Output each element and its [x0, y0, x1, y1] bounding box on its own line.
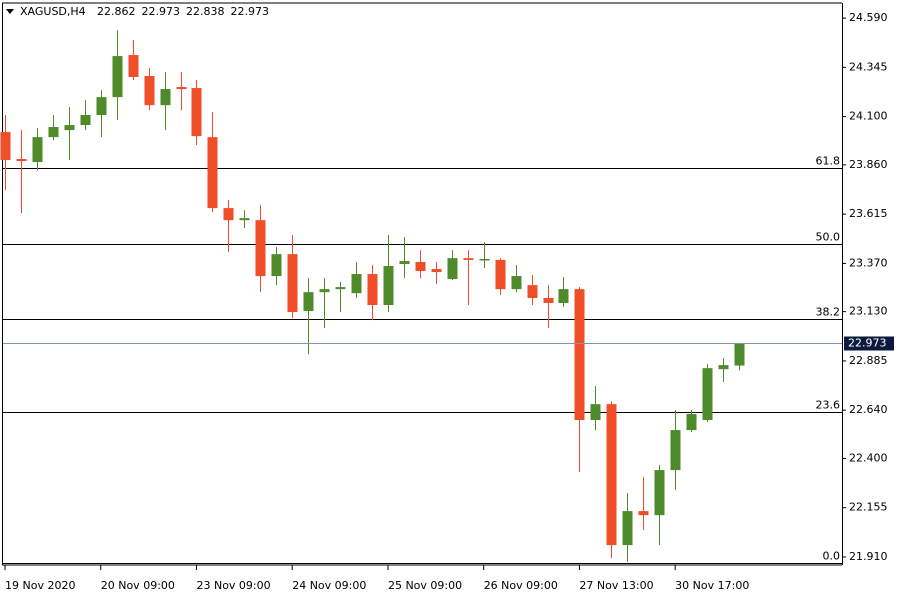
- header-value: 22.862: [97, 5, 136, 18]
- fib-label: 0.0: [823, 550, 841, 563]
- x-tick-label: 24 Nov 09:00: [292, 579, 366, 592]
- fib-label: 38.2: [816, 306, 841, 319]
- candle-body: [223, 208, 234, 221]
- fib-label: 50.0: [816, 231, 841, 244]
- candle-body: [367, 274, 378, 306]
- candle-body: [351, 274, 362, 294]
- y-tick-label: 24.590: [849, 11, 888, 24]
- y-tick-label: 22.400: [849, 451, 888, 464]
- candle-body: [112, 56, 123, 98]
- candle-body: [686, 413, 697, 431]
- candle-body: [702, 368, 713, 421]
- candle-body: [160, 89, 171, 106]
- price-label: 22.973: [848, 337, 887, 350]
- candle-body: [543, 297, 554, 304]
- x-tick-label: 19 Nov 2020: [5, 579, 75, 592]
- symbol: XAGUSD,H4: [20, 5, 86, 18]
- candle-body: [574, 289, 585, 421]
- candle-body: [511, 276, 522, 290]
- candle-body: [622, 511, 633, 546]
- candle-body: [207, 137, 218, 209]
- y-tick-label: 22.155: [849, 501, 888, 514]
- candle-body: [590, 404, 601, 421]
- candle-body: [527, 285, 538, 298]
- header-value: 22.838: [186, 5, 225, 18]
- candle-body: [479, 258, 490, 261]
- fib-label: 61.8: [816, 155, 841, 168]
- candle-body: [463, 258, 474, 260]
- price-label-box: [844, 336, 894, 351]
- x-tick-label: 20 Nov 09:00: [101, 579, 175, 592]
- candle-body: [271, 254, 282, 277]
- candle-body: [191, 88, 202, 137]
- candle-body: [48, 127, 59, 138]
- candle-body: [32, 137, 43, 163]
- candle-body: [287, 254, 298, 313]
- y-tick-label: 22.885: [849, 354, 888, 367]
- candle-body: [734, 343, 745, 366]
- candle-body: [16, 159, 27, 162]
- header-value: 22.973: [231, 5, 270, 18]
- candle-body: [415, 261, 426, 272]
- candle-body: [0, 132, 11, 161]
- x-tick-label: 26 Nov 09:00: [484, 579, 558, 592]
- candle-body: [654, 470, 665, 516]
- candle-body: [239, 218, 250, 221]
- candle-body: [718, 365, 729, 370]
- y-tick-label: 23.130: [849, 305, 888, 318]
- y-tick-label: 24.100: [849, 110, 888, 123]
- x-tick-label: 23 Nov 09:00: [196, 579, 270, 592]
- candle-body: [431, 269, 442, 273]
- candle-body: [383, 266, 394, 306]
- candle-body: [447, 258, 458, 280]
- x-tick-label: 25 Nov 09:00: [388, 579, 462, 592]
- candle-body: [255, 220, 266, 277]
- header-value: 22.973: [142, 5, 181, 18]
- candle-body: [558, 289, 569, 304]
- x-tick-label: 27 Nov 13:00: [579, 579, 653, 592]
- candle-body: [606, 404, 617, 546]
- candle-body: [176, 87, 187, 90]
- y-tick-label: 24.345: [849, 60, 888, 73]
- candle-body: [335, 287, 346, 290]
- candle-body: [319, 289, 330, 293]
- candle-body: [399, 260, 410, 264]
- candle-body: [638, 511, 649, 516]
- candle-body: [80, 114, 91, 126]
- y-tick-label: 23.860: [849, 158, 888, 171]
- candle-body: [96, 97, 107, 115]
- candle-body: [495, 259, 506, 290]
- candle-body: [144, 75, 155, 106]
- fib-label: 23.6: [816, 399, 841, 412]
- x-tick-label: 30 Nov 17:00: [675, 579, 749, 592]
- y-tick-label: 21.910: [849, 550, 888, 563]
- candle-body: [670, 430, 681, 471]
- y-tick-label: 23.370: [849, 256, 888, 269]
- y-tick-label: 23.615: [849, 207, 888, 220]
- candle-body: [128, 55, 139, 77]
- y-tick-label: 22.640: [849, 403, 888, 416]
- candle-body: [64, 125, 75, 131]
- candle-body: [303, 292, 314, 312]
- menu-arrow[interactable]: [6, 9, 14, 14]
